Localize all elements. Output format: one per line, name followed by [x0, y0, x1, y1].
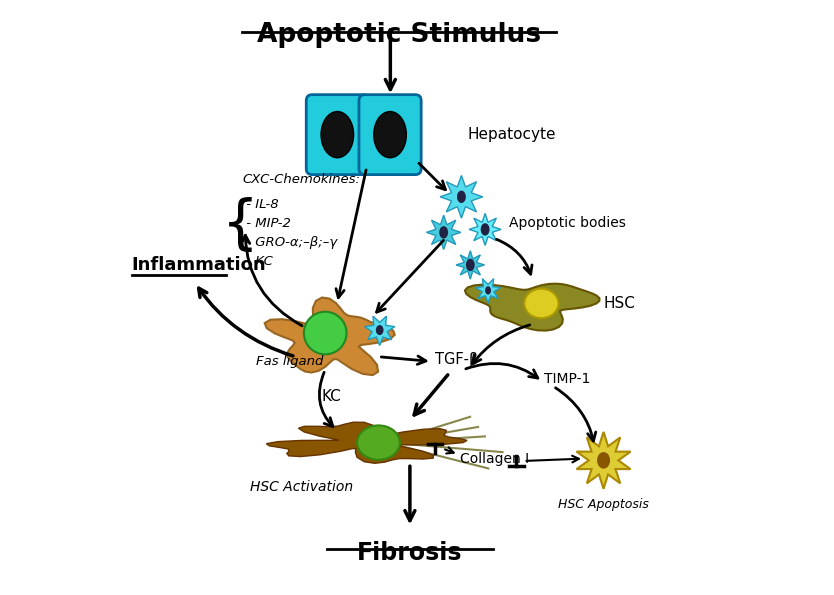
Text: - IL-8
 - MIP-2
 - GRO-α;–β;–γ
 - KC: - IL-8 - MIP-2 - GRO-α;–β;–γ - KC [243, 198, 338, 268]
Ellipse shape [304, 312, 346, 355]
Text: }: } [208, 193, 245, 250]
Ellipse shape [321, 111, 354, 158]
Polygon shape [266, 422, 467, 464]
Text: CXC-Chemokines:: CXC-Chemokines: [243, 173, 360, 186]
Text: HSC Apoptosis: HSC Apoptosis [558, 497, 649, 511]
Ellipse shape [597, 452, 610, 469]
Ellipse shape [525, 289, 559, 318]
Ellipse shape [466, 259, 475, 271]
FancyBboxPatch shape [359, 95, 421, 174]
Polygon shape [264, 298, 394, 375]
Ellipse shape [480, 223, 490, 236]
Ellipse shape [357, 425, 399, 460]
Ellipse shape [457, 190, 466, 203]
Ellipse shape [440, 226, 448, 239]
Polygon shape [469, 214, 501, 245]
Polygon shape [475, 278, 500, 303]
Polygon shape [465, 284, 600, 331]
Ellipse shape [376, 325, 384, 335]
Text: KC: KC [321, 389, 341, 404]
Polygon shape [576, 432, 631, 488]
Polygon shape [364, 316, 394, 346]
Polygon shape [456, 250, 485, 279]
Polygon shape [440, 176, 483, 218]
Ellipse shape [374, 111, 406, 158]
Ellipse shape [485, 286, 491, 295]
FancyBboxPatch shape [306, 95, 369, 174]
Text: Fas ligand: Fas ligand [256, 355, 324, 368]
Text: Hepatocyte: Hepatocyte [467, 127, 555, 142]
Text: Inflammation: Inflammation [132, 256, 266, 274]
Text: TIMP-1: TIMP-1 [545, 372, 590, 386]
Polygon shape [426, 215, 461, 249]
Text: Collagen I: Collagen I [460, 452, 529, 465]
Text: HSC: HSC [604, 296, 636, 311]
Text: Fibrosis: Fibrosis [357, 541, 463, 565]
Text: Apoptotic bodies: Apoptotic bodies [509, 217, 626, 230]
Text: TGF-β: TGF-β [435, 352, 478, 367]
Text: Apoptotic Stimulus: Apoptotic Stimulus [257, 22, 541, 48]
Text: HSC Activation: HSC Activation [250, 480, 353, 494]
